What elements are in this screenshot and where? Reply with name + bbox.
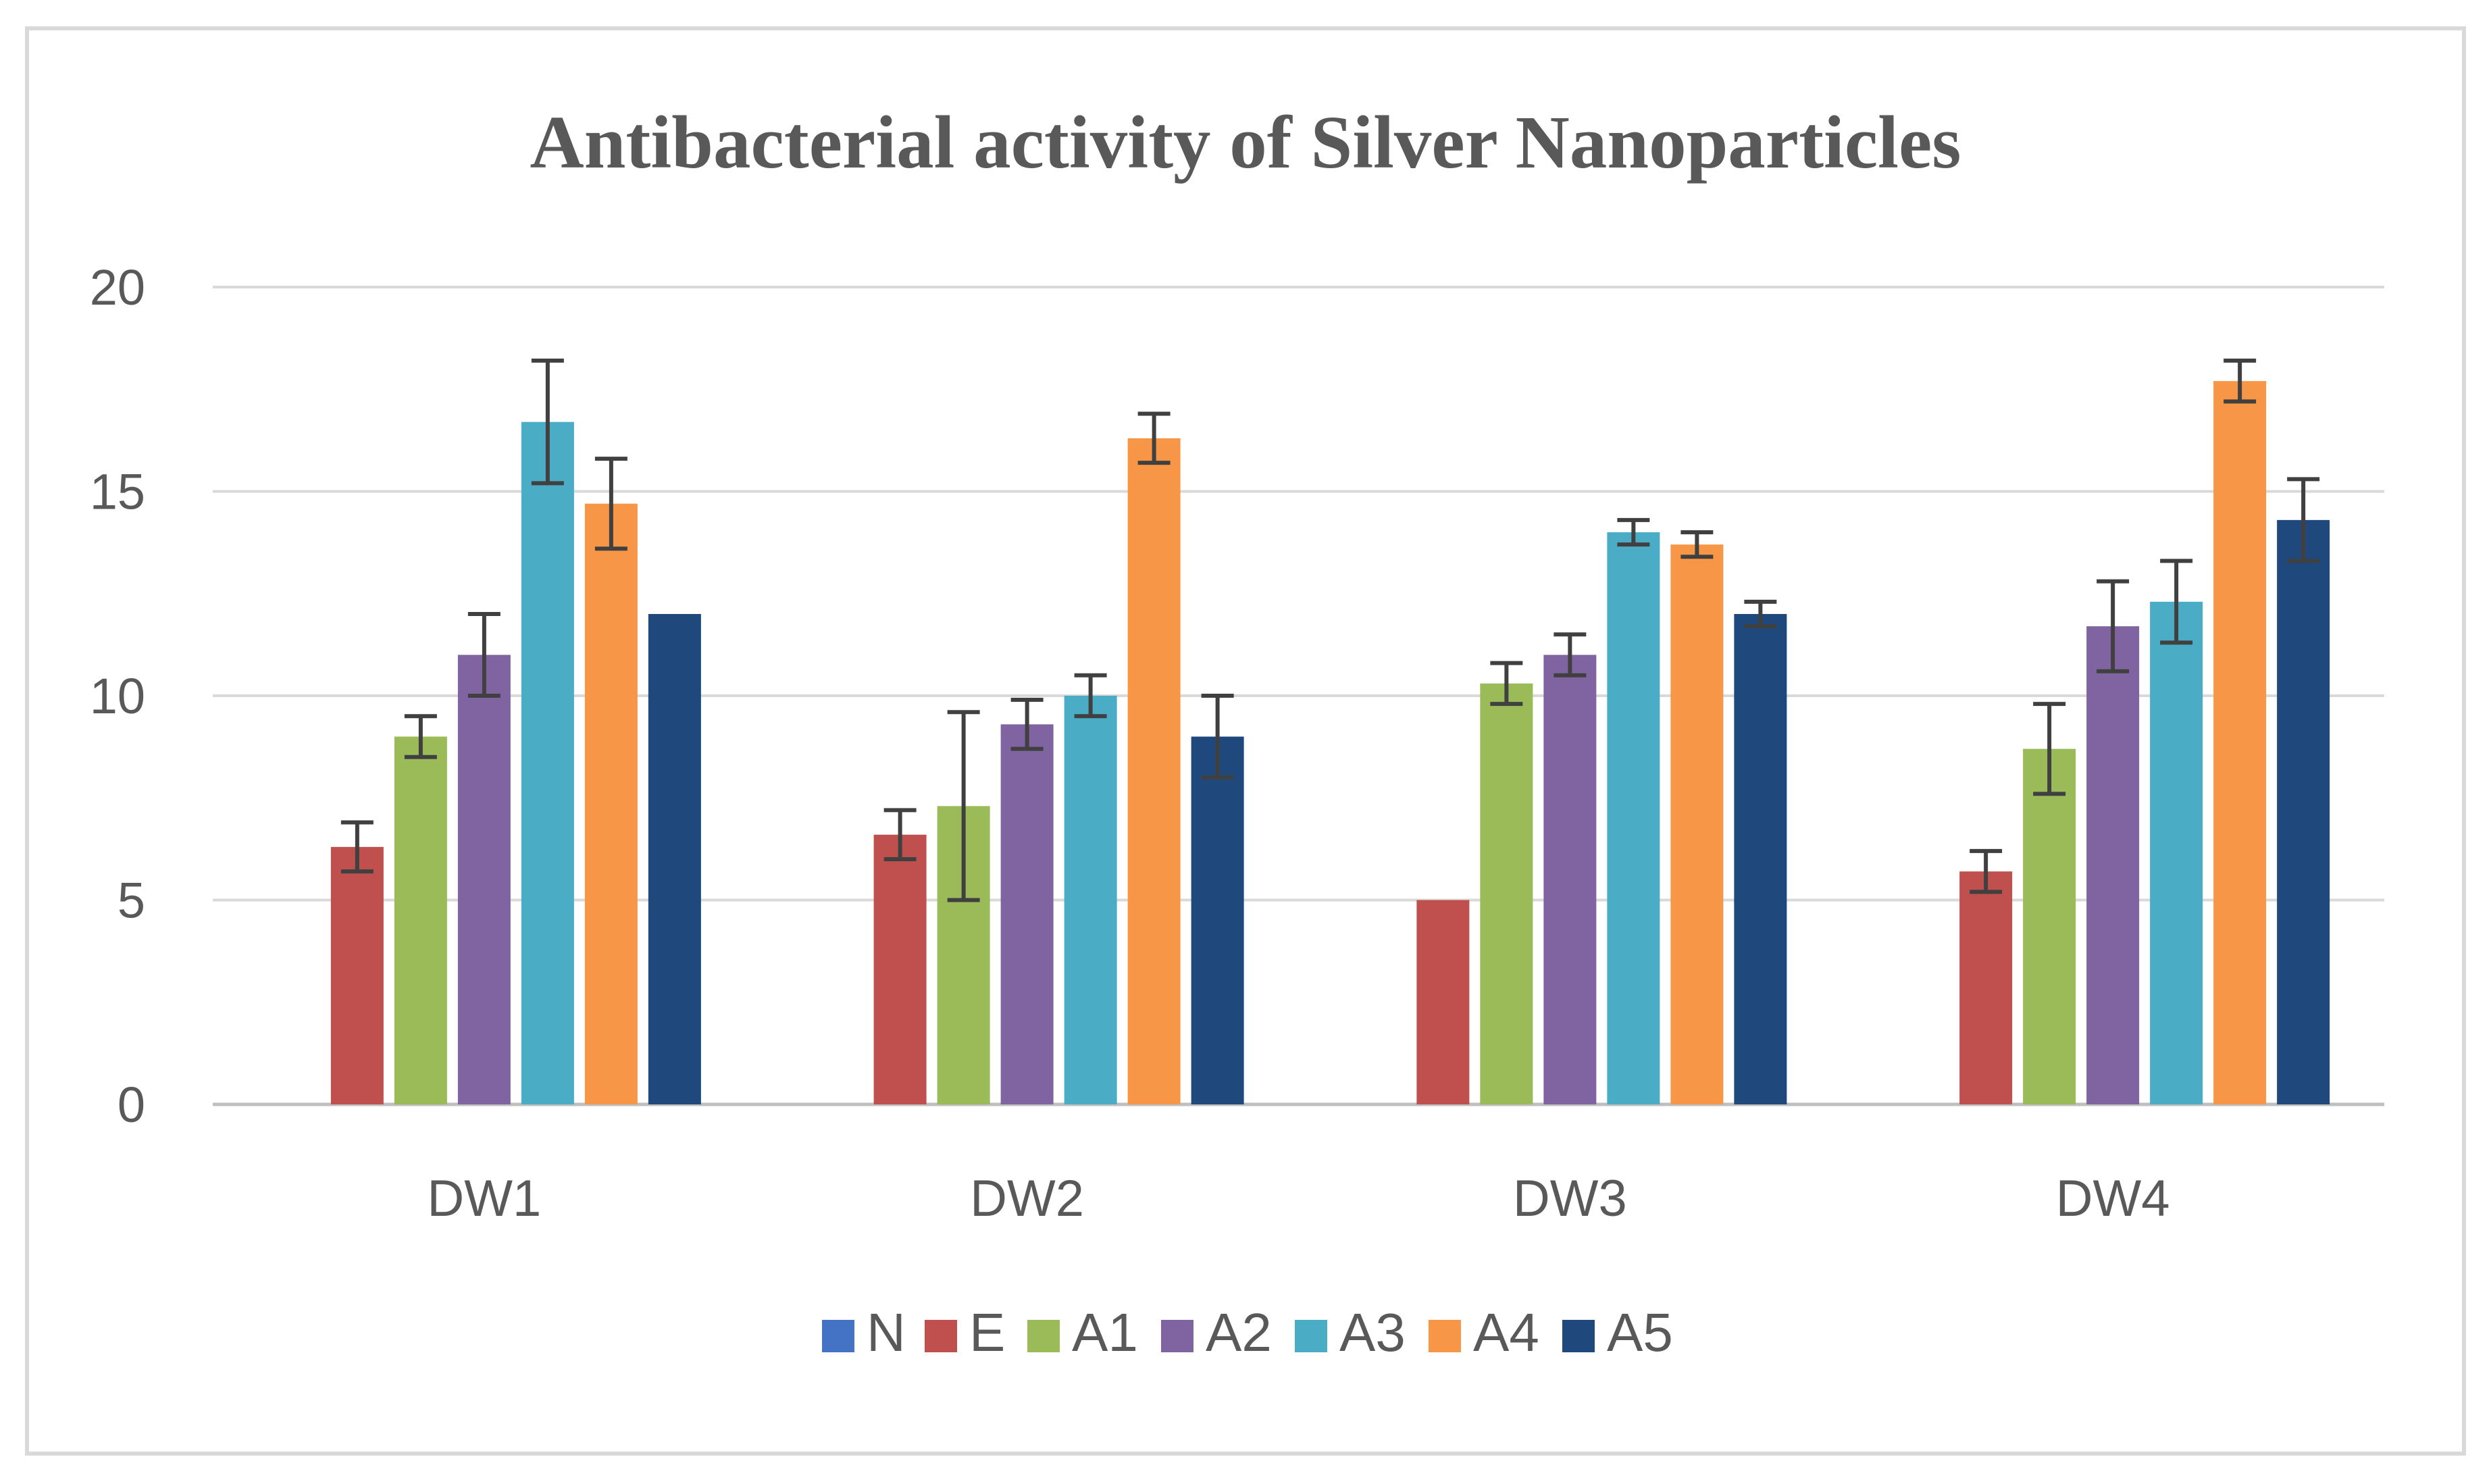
bar-A3-DW2 xyxy=(1064,696,1117,1104)
legend-label: N xyxy=(867,1302,906,1362)
bar-A1-DW3 xyxy=(1480,683,1533,1104)
legend-swatch xyxy=(925,1320,957,1352)
legend-swatch xyxy=(822,1320,854,1352)
legend-item-A5: A5 xyxy=(1562,1302,1673,1362)
error-bar-A4-DW1 xyxy=(594,457,627,551)
bar-A2-DW3 xyxy=(1543,655,1597,1104)
bar-E-DW1 xyxy=(330,846,384,1104)
legend-label: A1 xyxy=(1072,1302,1138,1362)
legend-swatch xyxy=(1027,1320,1060,1352)
error-bar-A3-DW1 xyxy=(531,358,564,486)
y-axis-ticks: 0 5 10 15 20 xyxy=(90,259,145,1133)
error-bars xyxy=(340,358,2320,902)
bar-A3-DW4 xyxy=(2150,601,2203,1104)
bar-A4-DW4 xyxy=(2213,381,2267,1104)
bar-A5-DW2 xyxy=(1191,736,1244,1104)
bar-A2-DW1 xyxy=(457,655,511,1104)
bar-A1-DW1 xyxy=(394,736,447,1104)
bar-E-DW3 xyxy=(1416,900,1470,1104)
error-bar-E-DW1 xyxy=(340,820,374,874)
bar-A3-DW3 xyxy=(1607,532,1660,1104)
bar-E-DW2 xyxy=(873,834,927,1104)
y-tick-label: 0 xyxy=(118,1077,145,1133)
error-bar-A2-DW3 xyxy=(1553,632,1587,677)
x-category-label: DW1 xyxy=(427,1170,541,1227)
legend-label: A4 xyxy=(1473,1302,1539,1362)
bar-A4-DW3 xyxy=(1670,544,1724,1104)
bar-A3-DW1 xyxy=(521,421,574,1104)
error-bar-A1-DW1 xyxy=(404,714,437,759)
bar-A2-DW4 xyxy=(2086,626,2140,1104)
legend-label: A2 xyxy=(1206,1302,1272,1362)
bar-A5-DW1 xyxy=(648,614,701,1104)
legend-swatch xyxy=(1295,1320,1327,1352)
legend-label: E xyxy=(969,1302,1005,1362)
error-bar-A2-DW4 xyxy=(2097,579,2130,673)
error-bar-A3-DW3 xyxy=(1617,517,1650,547)
x-axis-categories: DW1 DW2 DW3 DW4 xyxy=(427,1170,2169,1227)
y-tick-label: 20 xyxy=(90,259,145,315)
error-bar-A1-DW3 xyxy=(1490,661,1523,707)
legend-item-A2: A2 xyxy=(1161,1302,1272,1362)
error-bar-A5-DW3 xyxy=(1744,599,1777,629)
gridlines xyxy=(213,286,2384,1106)
legend-item-A3: A3 xyxy=(1295,1302,1406,1362)
legend-item-A4: A4 xyxy=(1429,1302,1539,1362)
error-bar-E-DW2 xyxy=(883,808,917,861)
legend-swatch xyxy=(1562,1320,1595,1352)
error-bar-A3-DW2 xyxy=(1074,673,1107,719)
x-category-label: DW2 xyxy=(970,1170,1084,1227)
y-tick-label: 10 xyxy=(90,668,145,724)
bar-A2-DW2 xyxy=(1000,724,1054,1104)
error-bar-A2-DW2 xyxy=(1010,698,1044,751)
legend-label: A3 xyxy=(1339,1302,1406,1362)
error-bar-E-DW4 xyxy=(1970,848,2003,894)
x-category-label: DW4 xyxy=(2056,1170,2170,1227)
bar-A4-DW2 xyxy=(1127,438,1181,1104)
legend-item-A1: A1 xyxy=(1027,1302,1138,1362)
bar-E-DW4 xyxy=(1959,871,2013,1104)
legend-item-E: E xyxy=(925,1302,1005,1362)
error-bar-A4-DW3 xyxy=(1680,530,1714,559)
legend-swatch xyxy=(1429,1320,1461,1352)
error-bar-A4-DW2 xyxy=(1137,411,1171,465)
error-bar-A3-DW4 xyxy=(2160,559,2193,645)
bars xyxy=(330,381,2330,1104)
error-bar-A2-DW1 xyxy=(467,612,500,698)
error-bar-A1-DW4 xyxy=(2033,702,2066,796)
legend: N E A1 A2 A3 A4 A5 xyxy=(822,1302,1673,1362)
error-bar-A4-DW4 xyxy=(2224,358,2257,404)
chart-title: Antibacterial activity of Silver Nanopar… xyxy=(530,101,1961,184)
x-category-label: DW3 xyxy=(1513,1170,1627,1227)
y-tick-label: 15 xyxy=(90,464,145,520)
legend-label: A5 xyxy=(1607,1302,1673,1362)
bar-A5-DW3 xyxy=(1734,614,1787,1104)
bar-A5-DW4 xyxy=(2277,519,2330,1104)
y-tick-label: 5 xyxy=(118,873,145,929)
error-bar-A5-DW2 xyxy=(1201,694,1234,779)
legend-item-N: N xyxy=(822,1302,906,1362)
legend-swatch xyxy=(1161,1320,1193,1352)
error-bar-A1-DW2 xyxy=(947,710,980,902)
error-bar-A5-DW4 xyxy=(2287,477,2320,563)
bar-A4-DW1 xyxy=(584,503,638,1104)
bar-A1-DW4 xyxy=(2023,748,2076,1104)
